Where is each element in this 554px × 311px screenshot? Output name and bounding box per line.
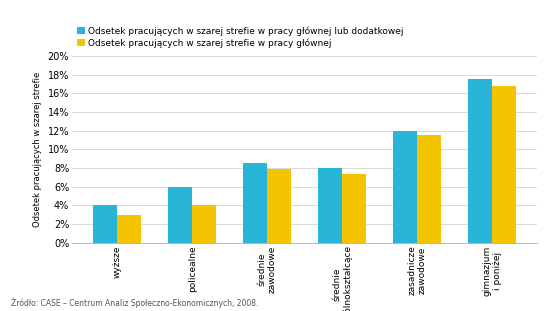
Bar — [492, 86, 516, 243]
Text: Źródło: CASE – Centrum Analiz Społeczno-Ekonomicznych, 2008.: Źródło: CASE – Centrum Analiz Społeczno-… — [11, 297, 259, 308]
Bar — [342, 174, 366, 243]
Bar — [168, 187, 192, 243]
Bar — [93, 205, 117, 243]
Bar — [318, 168, 342, 243]
Bar — [393, 131, 417, 243]
Bar — [117, 215, 141, 243]
Bar — [243, 163, 267, 243]
Bar — [468, 79, 492, 243]
Bar — [267, 169, 291, 243]
Y-axis label: Odsetek pracujących w szarej strefie: Odsetek pracujących w szarej strefie — [33, 72, 42, 227]
Legend: Odsetek pracujących w szarej strefie w pracy głównej lub dodatkowej, Odsetek pra: Odsetek pracujących w szarej strefie w p… — [76, 26, 404, 48]
Bar — [192, 205, 216, 243]
Bar — [417, 135, 441, 243]
